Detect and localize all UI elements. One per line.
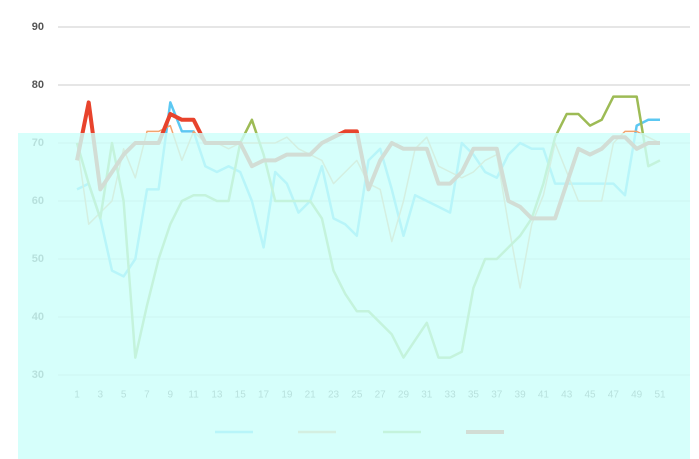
y-tick-label: 90 bbox=[32, 21, 44, 33]
overlay-panel bbox=[18, 133, 690, 459]
y-tick-label: 80 bbox=[32, 79, 44, 91]
